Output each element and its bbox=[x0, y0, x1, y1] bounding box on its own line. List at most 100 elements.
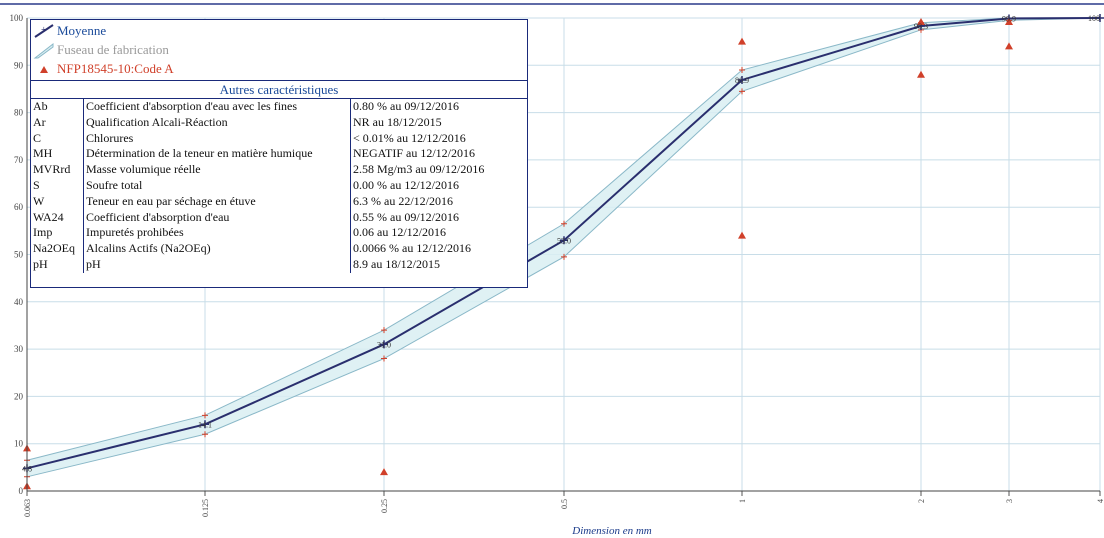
data-label: 14.1 bbox=[198, 420, 212, 429]
nfp-triangle-marker bbox=[738, 37, 746, 45]
moyenne-point bbox=[560, 236, 568, 245]
characteristic-row: WA24 Coefficient d'absorption d'eau 0.55 %… bbox=[31, 209, 527, 226]
characteristic-code: Ab bbox=[31, 99, 84, 115]
svg-text:+: + bbox=[41, 25, 47, 36]
fuseau-point bbox=[202, 431, 208, 438]
characteristic-code: MH bbox=[31, 146, 84, 163]
characteristic-value: 2.58 Mg/m3 au 09/12/2016 bbox=[353, 162, 485, 177]
data-label: 53.0 bbox=[557, 236, 571, 245]
y-tick-label: 40 bbox=[14, 297, 24, 307]
characteristic-value: 0.55 % au 09/12/2016 bbox=[353, 209, 459, 224]
characteristic-code: WA24 bbox=[31, 209, 84, 226]
y-tick-label: 50 bbox=[14, 250, 24, 260]
characteristic-label: pH bbox=[83, 256, 351, 273]
moyenne-point bbox=[1096, 14, 1104, 22]
characteristic-row: pH pH 8.9 au 18/12/2015 bbox=[31, 256, 527, 273]
nfp-triangle-marker bbox=[1005, 18, 1013, 25]
y-tick-label: 80 bbox=[14, 108, 24, 118]
characteristics-table: Autres caractéristiques Ab Coefficient d'… bbox=[30, 80, 528, 288]
nfp-triangle-marker bbox=[1005, 42, 1013, 50]
legend-item-moyenne: + Moyenne bbox=[31, 22, 527, 40]
characteristic-row: S Soufre total 0.00 % au 12/12/2016 bbox=[31, 177, 527, 194]
axes-layer: 0 10 20 30 40 50 60 70 80 90 100 0.063 0.125 0.25 0.5 1… bbox=[0, 3, 1104, 517]
characteristic-row: Imp Impuretés prohibées 0.06 au 12/12/2016 bbox=[31, 225, 527, 242]
characteristic-value: NEGATIF au 12/12/2016 bbox=[353, 146, 475, 161]
fuseau-point bbox=[561, 220, 567, 227]
legend-item-nfp: NFP18545-10:Code A bbox=[31, 60, 527, 78]
characteristic-code: Ar bbox=[31, 114, 84, 131]
fuseau-lower-line bbox=[26, 17, 1101, 478]
legend-label-fuseau: Fuseau de fabrication bbox=[57, 42, 169, 57]
fuseau-point bbox=[739, 88, 745, 95]
fuseau-point bbox=[202, 412, 208, 419]
y-tick-label: 70 bbox=[14, 155, 24, 165]
characteristic-value: NR au 18/12/2015 bbox=[353, 114, 442, 129]
y-tick-label: 20 bbox=[14, 391, 24, 401]
data-label: 86.9 bbox=[735, 76, 749, 85]
y-tick-label: 90 bbox=[14, 60, 24, 70]
nfp-triangle-marker bbox=[738, 231, 746, 239]
x-tick-label: 0.125 bbox=[201, 499, 210, 517]
lines-layer bbox=[23, 14, 1104, 473]
characteristic-value: 0.00 % au 12/12/2016 bbox=[353, 177, 459, 192]
x-tick-label: 0.063 bbox=[23, 499, 32, 517]
x-axis-label: Dimension en mm bbox=[571, 525, 651, 537]
characteristic-code: C bbox=[31, 130, 84, 147]
characteristic-value: 0.80 % au 09/12/2016 bbox=[353, 99, 459, 113]
characteristic-label: Masse volumique réelle bbox=[83, 162, 351, 178]
characteristic-label: Coefficient d'absorption d'eau bbox=[83, 209, 351, 226]
characteristic-row: Ar Qualification Alcali-Réaction NR au 18/… bbox=[31, 114, 527, 131]
nfp-triangle-marker bbox=[380, 468, 388, 476]
legend-item-fuseau: Fuseau de fabrication bbox=[31, 41, 527, 59]
characteristic-code: S bbox=[31, 177, 84, 194]
moyenne-point bbox=[201, 420, 209, 429]
characteristic-value: < 0.01% au 12/12/2016 bbox=[353, 130, 466, 145]
characteristics-grid: Ab Coefficient d'absorption d'eau avec le… bbox=[31, 99, 527, 273]
moyenne-point bbox=[738, 75, 746, 84]
characteristic-value: 0.06 au 12/12/2016 bbox=[353, 225, 446, 240]
characteristic-code: pH bbox=[31, 256, 84, 273]
fuseau-band bbox=[27, 18, 1100, 477]
legend: + Moyenne Fuseau de fabrication NFP18545… bbox=[30, 19, 528, 81]
characteristic-code: W bbox=[31, 193, 84, 210]
characteristic-label: Soufre total bbox=[83, 177, 351, 194]
characteristic-row: W Teneur en eau par séchage en étuve 6.3 %… bbox=[31, 193, 527, 210]
y-tick-label: 0 bbox=[19, 486, 24, 496]
x-tick-label: 2 bbox=[917, 499, 926, 503]
characteristic-code: Na2OEq bbox=[31, 241, 84, 257]
characteristic-row: MVRrd Masse volumique réelle 2.58 Mg/m3 au… bbox=[31, 162, 527, 178]
characteristic-code: Imp bbox=[31, 225, 84, 242]
characteristic-value: 8.9 au 18/12/2015 bbox=[353, 256, 440, 271]
fuseau-point bbox=[381, 355, 387, 362]
moyenne-line-icon: + bbox=[34, 24, 54, 38]
characteristics-title: Autres caractéristiques bbox=[31, 81, 527, 99]
characteristic-row: Na2OEq Alcalins Actifs (Na2OEq) 0.0066 % a… bbox=[31, 241, 527, 257]
data-label: 31.0 bbox=[377, 340, 391, 349]
data-label: 98.3 bbox=[914, 22, 928, 31]
y-tick-label: 30 bbox=[14, 344, 24, 354]
characteristic-label: Alcalins Actifs (Na2OEq) bbox=[83, 241, 351, 257]
fuseau-point bbox=[561, 253, 567, 260]
x-tick-label: 4 bbox=[1096, 499, 1104, 503]
fuseau-point bbox=[381, 327, 387, 334]
data-label: 100 bbox=[1088, 14, 1100, 23]
characteristic-value: 6.3 % au 22/12/2016 bbox=[353, 193, 453, 208]
x-tick-label: 1 bbox=[738, 499, 747, 503]
characteristic-row: C Chlorures < 0.01% au 12/12/2016 bbox=[31, 130, 527, 147]
moyenne-line bbox=[26, 17, 1101, 470]
characteristic-label: Coefficient d'absorption d'eau avec les … bbox=[83, 99, 351, 115]
characteristic-row: Ab Coefficient d'absorption d'eau avec le… bbox=[31, 99, 527, 115]
legend-label-nfp: NFP18545-10:Code A bbox=[57, 61, 174, 76]
x-tick-label: 0.5 bbox=[560, 499, 569, 509]
characteristic-label: Détermination de la teneur en matière hu… bbox=[83, 146, 351, 163]
characteristic-label: Teneur en eau par séchage en étuve bbox=[83, 193, 351, 210]
y-tick-label: 100 bbox=[10, 13, 24, 23]
characteristic-label: Qualification Alcali-Réaction bbox=[83, 114, 351, 131]
characteristic-code: MVRrd bbox=[31, 162, 84, 178]
moyenne-point bbox=[380, 340, 388, 349]
triangle-marker-icon bbox=[40, 66, 48, 73]
legend-label-moyenne: Moyenne bbox=[57, 23, 107, 38]
fuseau-point bbox=[739, 67, 745, 74]
characteristic-value: 0.0066 % au 12/12/2016 bbox=[353, 241, 471, 256]
characteristic-label: Impuretés prohibées bbox=[83, 225, 351, 242]
